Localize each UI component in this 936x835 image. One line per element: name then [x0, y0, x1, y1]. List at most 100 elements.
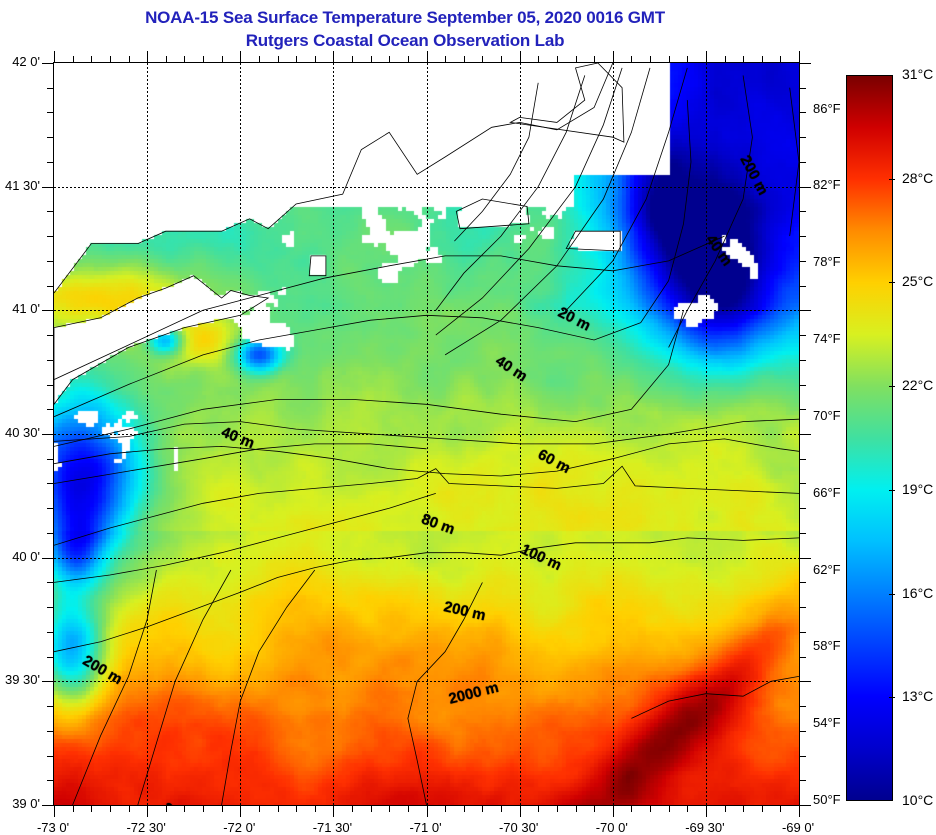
lon-tick [352, 56, 353, 62]
lat-tick-right [800, 285, 806, 287]
lat-tick-right [800, 87, 806, 89]
lon-tick [668, 56, 670, 62]
lat-tick-right [800, 409, 806, 411]
lon-label-1: -72 30' [126, 820, 166, 835]
colorbar-label-28c: 28°C [902, 169, 934, 186]
lon-tick-bottom [184, 806, 186, 812]
lon-tick [501, 56, 502, 62]
lon-tick [165, 56, 167, 62]
lon-tick-bottom [128, 806, 130, 812]
lon-tick [184, 56, 186, 62]
colorbar-label-25c: 25°C [902, 273, 934, 290]
lon-tick-bottom [352, 806, 353, 812]
lat-label-2: 41 0' [12, 301, 40, 317]
lat-tick-right [800, 508, 806, 510]
lat-tick-right [800, 137, 806, 139]
lat-tick [47, 384, 53, 386]
lon-tick-bottom [575, 806, 577, 812]
lon-tick-bottom [519, 806, 521, 817]
page-title: NOAA-15 Sea Surface Temperature Septembe… [145, 8, 665, 27]
lon-tick-bottom [538, 806, 540, 812]
lon-tick-bottom [761, 806, 763, 812]
fahrenheit-label-74: 74°F [813, 331, 841, 347]
lat-tick-right [800, 755, 806, 757]
lat-label-6: 39 0' [12, 796, 40, 811]
lat-label-5: 39 30' [4, 672, 40, 688]
lat-tick [42, 557, 53, 559]
lon-label-7: -69 30' [685, 820, 725, 835]
lon-tick-bottom [463, 806, 465, 812]
lon-tick-bottom [631, 806, 633, 812]
lon-tick-bottom [296, 806, 298, 812]
lon-tick [463, 56, 465, 62]
lon-tick-bottom [780, 806, 782, 812]
lon-label-4: -71 0' [409, 820, 442, 835]
gridline-lat [54, 434, 799, 435]
lat-tick-right [800, 211, 806, 213]
temperature-colorbar[interactable] [846, 75, 893, 801]
lat-tick [47, 236, 53, 238]
fahrenheit-label-70: 70°F [813, 407, 841, 423]
lon-tick-bottom [314, 806, 316, 812]
lon-tick [799, 51, 800, 62]
lat-tick-right [800, 310, 811, 312]
lat-tick-right [800, 607, 806, 609]
lon-tick-bottom [277, 806, 279, 812]
lat-tick [47, 137, 53, 139]
lat-tick [47, 607, 53, 609]
lon-tick-bottom [501, 806, 502, 812]
lon-tick [445, 56, 447, 62]
lon-tick [761, 56, 763, 62]
lon-tick [203, 56, 204, 62]
lon-tick-bottom [203, 806, 204, 812]
lon-tick [705, 51, 707, 62]
lat-tick-right [800, 681, 811, 683]
lon-tick-bottom [165, 806, 167, 812]
colorbar-gradient [846, 75, 893, 801]
lon-tick [426, 51, 428, 62]
lon-tick-bottom [240, 806, 242, 817]
lon-label-6: -70 0' [595, 820, 628, 835]
lat-tick [47, 112, 53, 114]
lat-tick-right [800, 730, 806, 732]
lon-tick [556, 56, 558, 62]
colorbar-label-22c: 22°C [902, 377, 934, 394]
colorbar-tick [889, 593, 895, 595]
lon-tick [277, 56, 279, 62]
colorbar-tick [889, 282, 895, 284]
lat-tick [47, 161, 53, 163]
lon-tick [296, 56, 298, 62]
lon-tick [687, 56, 689, 62]
lat-tick-right [800, 63, 811, 64]
lat-tick-right [800, 805, 811, 806]
lon-tick-bottom [705, 806, 707, 817]
fahrenheit-label-82: 82°F [813, 177, 841, 193]
lon-tick [240, 51, 242, 62]
lat-tick [42, 434, 53, 435]
lat-tick-right [800, 532, 806, 534]
colorbar-label-16c: 16°C [902, 584, 934, 601]
lon-tick [72, 56, 74, 62]
lon-tick-bottom [668, 806, 670, 812]
lat-tick [47, 755, 53, 757]
lat-tick [47, 508, 53, 510]
lat-tick [47, 458, 53, 460]
lon-label-5: -70 30' [498, 820, 539, 835]
fahrenheit-label-50: 50°F [813, 792, 841, 807]
lat-tick [47, 285, 53, 287]
lat-tick [42, 310, 53, 312]
lon-tick [631, 56, 633, 62]
lat-tick-right [800, 656, 806, 658]
lon-tick [221, 56, 223, 62]
fahrenheit-label-62: 62°F [813, 561, 841, 577]
lon-tick-bottom [556, 806, 558, 812]
lon-tick-bottom [389, 806, 391, 812]
lon-tick-bottom [370, 806, 372, 812]
chart-title-block: NOAA-15 Sea Surface Temperature Septembe… [0, 6, 810, 52]
colorbar-label-19c: 19°C [902, 480, 934, 497]
fahrenheit-label-78: 78°F [813, 254, 841, 270]
lon-label-2: -72 0' [223, 820, 256, 835]
lat-tick-right [800, 186, 811, 188]
lon-tick-bottom [743, 806, 745, 812]
